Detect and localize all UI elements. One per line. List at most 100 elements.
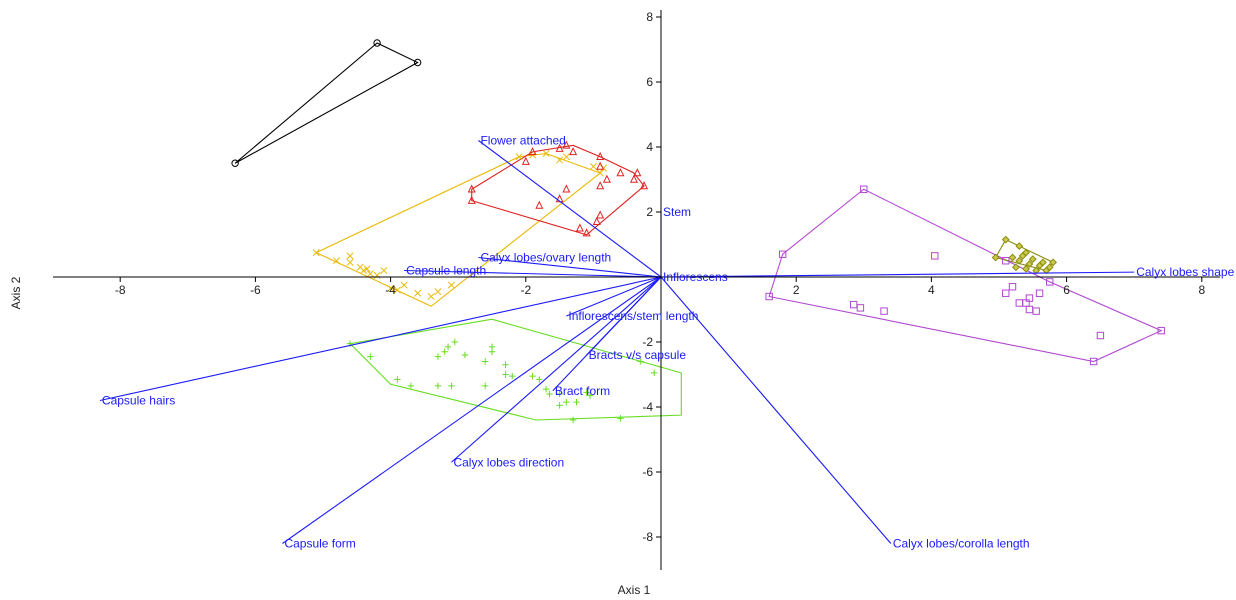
data-point (373, 39, 381, 47)
data-point (569, 147, 578, 156)
data-point (434, 382, 442, 390)
data-point (991, 253, 1000, 262)
data-point (556, 156, 564, 164)
vector-labels: Flower attached Stem Calyx lobes/ovary len… (102, 134, 1235, 551)
data-point (856, 304, 865, 312)
vector-label: Bracts v/s capsule (589, 348, 687, 362)
data-point (407, 382, 415, 390)
data-point (778, 250, 787, 258)
data-point (380, 266, 388, 275)
data-point (1032, 266, 1041, 275)
data-point (1002, 257, 1010, 265)
vector-label: Capsule length (406, 264, 486, 278)
data-point (366, 270, 374, 278)
data-point (434, 288, 442, 296)
y-tick-label: -2 (642, 335, 653, 349)
data-point (521, 156, 530, 165)
data-point (596, 181, 605, 190)
data-point (1008, 283, 1017, 291)
data-point (596, 169, 604, 177)
data-point (637, 358, 644, 365)
vector-label: Calyx lobes direction (453, 455, 564, 469)
y-tick-label: -8 (642, 530, 653, 544)
data-point (467, 195, 476, 204)
x-tick-label: -6 (250, 283, 261, 297)
group-0-hull (234, 42, 419, 164)
data-point (529, 372, 536, 380)
loading-vectors (99, 140, 1135, 544)
data-point (451, 338, 459, 346)
data-point (602, 174, 611, 183)
data-point (488, 348, 496, 355)
data-point (444, 343, 452, 351)
data-point (441, 348, 448, 355)
data-point (1025, 294, 1034, 302)
data-point (509, 372, 516, 380)
data-point (617, 415, 624, 422)
data-point (1096, 331, 1105, 340)
data-point (562, 153, 570, 161)
data-point (562, 184, 571, 193)
data-point (502, 371, 509, 378)
y-axis-ticks: -8 -6 -4 -2 2 4 6 8 (642, 10, 661, 544)
y-tick-label: 6 (646, 75, 653, 89)
data-point (346, 252, 354, 260)
y-tick-label: 8 (646, 10, 653, 24)
vector-label: Flower attached (480, 134, 565, 148)
data-point (546, 390, 553, 398)
group-2-hull (471, 144, 645, 236)
vector-line (552, 276, 662, 392)
data-point (373, 271, 381, 279)
data-point (400, 281, 408, 289)
data-point (448, 382, 455, 390)
data-point (393, 286, 401, 294)
data-point (586, 392, 594, 399)
data-point (346, 258, 354, 266)
x-tick-label: -8 (115, 283, 126, 297)
data-point (651, 369, 658, 377)
data-point (332, 257, 341, 265)
vector-line (282, 276, 662, 544)
data-point (596, 161, 605, 170)
data-point (367, 353, 374, 360)
x-tick-label: 8 (1198, 283, 1205, 297)
data-point (1089, 357, 1098, 366)
x-tick-label: 4 (928, 283, 935, 297)
data-point (555, 143, 564, 152)
data-point (562, 140, 571, 149)
x-tick-label: 2 (793, 283, 800, 297)
data-point (573, 398, 580, 406)
vector-label: Calyx lobes shape (1136, 265, 1234, 279)
vector-label: Inflorescens/stem length (568, 309, 698, 323)
data-point (556, 402, 563, 409)
data-point (596, 210, 605, 219)
data-point (1025, 305, 1034, 314)
y-tick-label: -4 (642, 400, 653, 414)
data-point (414, 289, 422, 297)
data-point (575, 223, 584, 232)
data-point (629, 174, 638, 183)
x-axis-ticks: -8 -6 -4 -2 2 4 6 8 (115, 277, 1205, 297)
data-point (1015, 299, 1023, 307)
data-point (592, 216, 601, 225)
vector-label: Capsule hairs (102, 394, 175, 408)
data-point (1002, 289, 1010, 297)
data-point (633, 168, 642, 177)
vector-label: Inflorescens (663, 270, 728, 284)
axes: -8 -6 -4 -2 2 4 6 8 -8 -6 -4 -2 2 4 6 8 (53, 10, 1220, 570)
data-point (535, 200, 544, 209)
data-point (616, 168, 625, 177)
y-axis-title: Axis 2 (9, 276, 23, 309)
y-tick-label: 2 (646, 205, 653, 219)
x-tick-label: 6 (1063, 283, 1070, 297)
data-point (931, 252, 939, 260)
data-point (1001, 235, 1010, 244)
data-point (1018, 251, 1027, 260)
data-point (1045, 263, 1054, 272)
data-point (363, 265, 371, 273)
data-point (387, 284, 395, 292)
vector-line (478, 256, 662, 278)
vector-line (478, 140, 662, 278)
data-point (528, 147, 537, 156)
vector-line (660, 276, 892, 544)
